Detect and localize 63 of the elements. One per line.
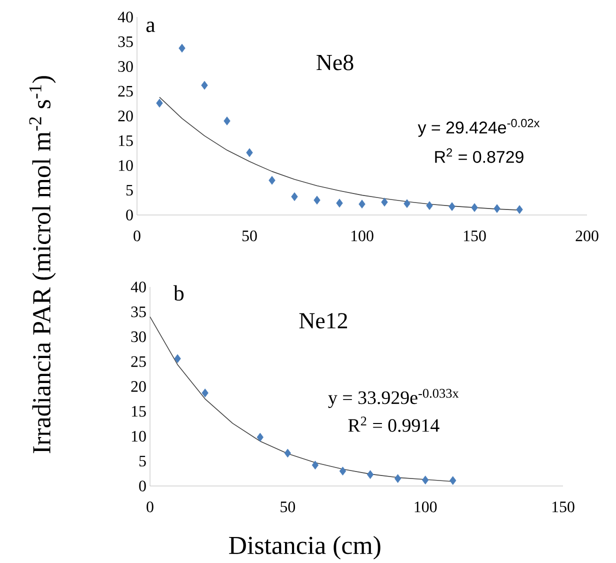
point	[224, 116, 230, 126]
y-tick-label: 0	[139, 480, 146, 492]
y-tick-label: 5	[126, 185, 133, 196]
point	[201, 81, 208, 90]
x-tick-label: 100	[414, 502, 437, 512]
point	[178, 44, 186, 53]
point	[314, 196, 320, 205]
point	[494, 204, 500, 214]
text: Ne8	[316, 54, 354, 70]
x-tick-label: 150	[464, 230, 486, 242]
y-tick-label: 10	[118, 160, 133, 171]
x-tick-label: 200	[576, 230, 598, 242]
point	[268, 176, 276, 185]
y-tick-label: 35	[118, 36, 133, 48]
point	[516, 205, 523, 214]
y-tick-label: 10	[132, 431, 146, 442]
point	[358, 200, 366, 209]
annotation: R$^{2}$ = 0.9914	[348, 416, 440, 432]
y-tick-label: 35	[131, 306, 146, 318]
y-tick-label: 15	[118, 136, 133, 146]
text: Ne12	[299, 313, 348, 329]
point	[174, 354, 181, 364]
point	[284, 448, 292, 458]
point	[339, 466, 346, 476]
point	[366, 470, 374, 480]
x-tick-label: 50	[242, 230, 257, 242]
x-tick-label: 0	[146, 502, 154, 512]
y-tick-label: 20	[118, 110, 133, 122]
y-tick-label: 5	[139, 456, 146, 467]
x-tick-label: 100	[351, 230, 374, 242]
annotation: y = 33.929e$^{-0.033x}$	[328, 388, 459, 408]
y-tick-label: 30	[131, 332, 146, 342]
y-axis-title: Irradiancia PAR (microl mol m$^{-2}$ s$^{-1}$)	[29, 76, 56, 454]
point	[404, 199, 410, 208]
point	[291, 192, 298, 202]
point	[450, 476, 456, 486]
y-tick-label: 40	[130, 282, 146, 292]
annotation: y = 29.424e$^{-0.02x}$	[418, 118, 540, 138]
point	[156, 98, 163, 108]
point	[422, 476, 429, 485]
point	[312, 460, 319, 470]
y-tick-label: 0	[126, 210, 133, 220]
point	[246, 148, 253, 158]
annotation: R$^{2}$ = 0.8729	[435, 148, 524, 164]
y-tick-label: 20	[131, 381, 146, 392]
annotation: a	[146, 22, 156, 32]
point	[336, 198, 343, 208]
point	[381, 198, 388, 207]
x-tick-label: 150	[552, 502, 574, 512]
y-tick-label: 25	[131, 356, 146, 368]
point	[426, 201, 433, 210]
point	[394, 474, 402, 484]
y-tick-label: 40	[118, 12, 133, 23]
point	[448, 202, 456, 212]
y-tick-label: 15	[132, 406, 146, 417]
point	[202, 388, 208, 398]
x-tick-label: 50	[280, 502, 296, 512]
point	[256, 432, 264, 442]
point	[471, 203, 478, 212]
y-tick-label: 30	[118, 61, 133, 72]
annotation: b	[173, 285, 184, 301]
y-tick-label: 25	[118, 86, 133, 97]
x-axis-title: Distancia (cm)	[229, 536, 380, 560]
